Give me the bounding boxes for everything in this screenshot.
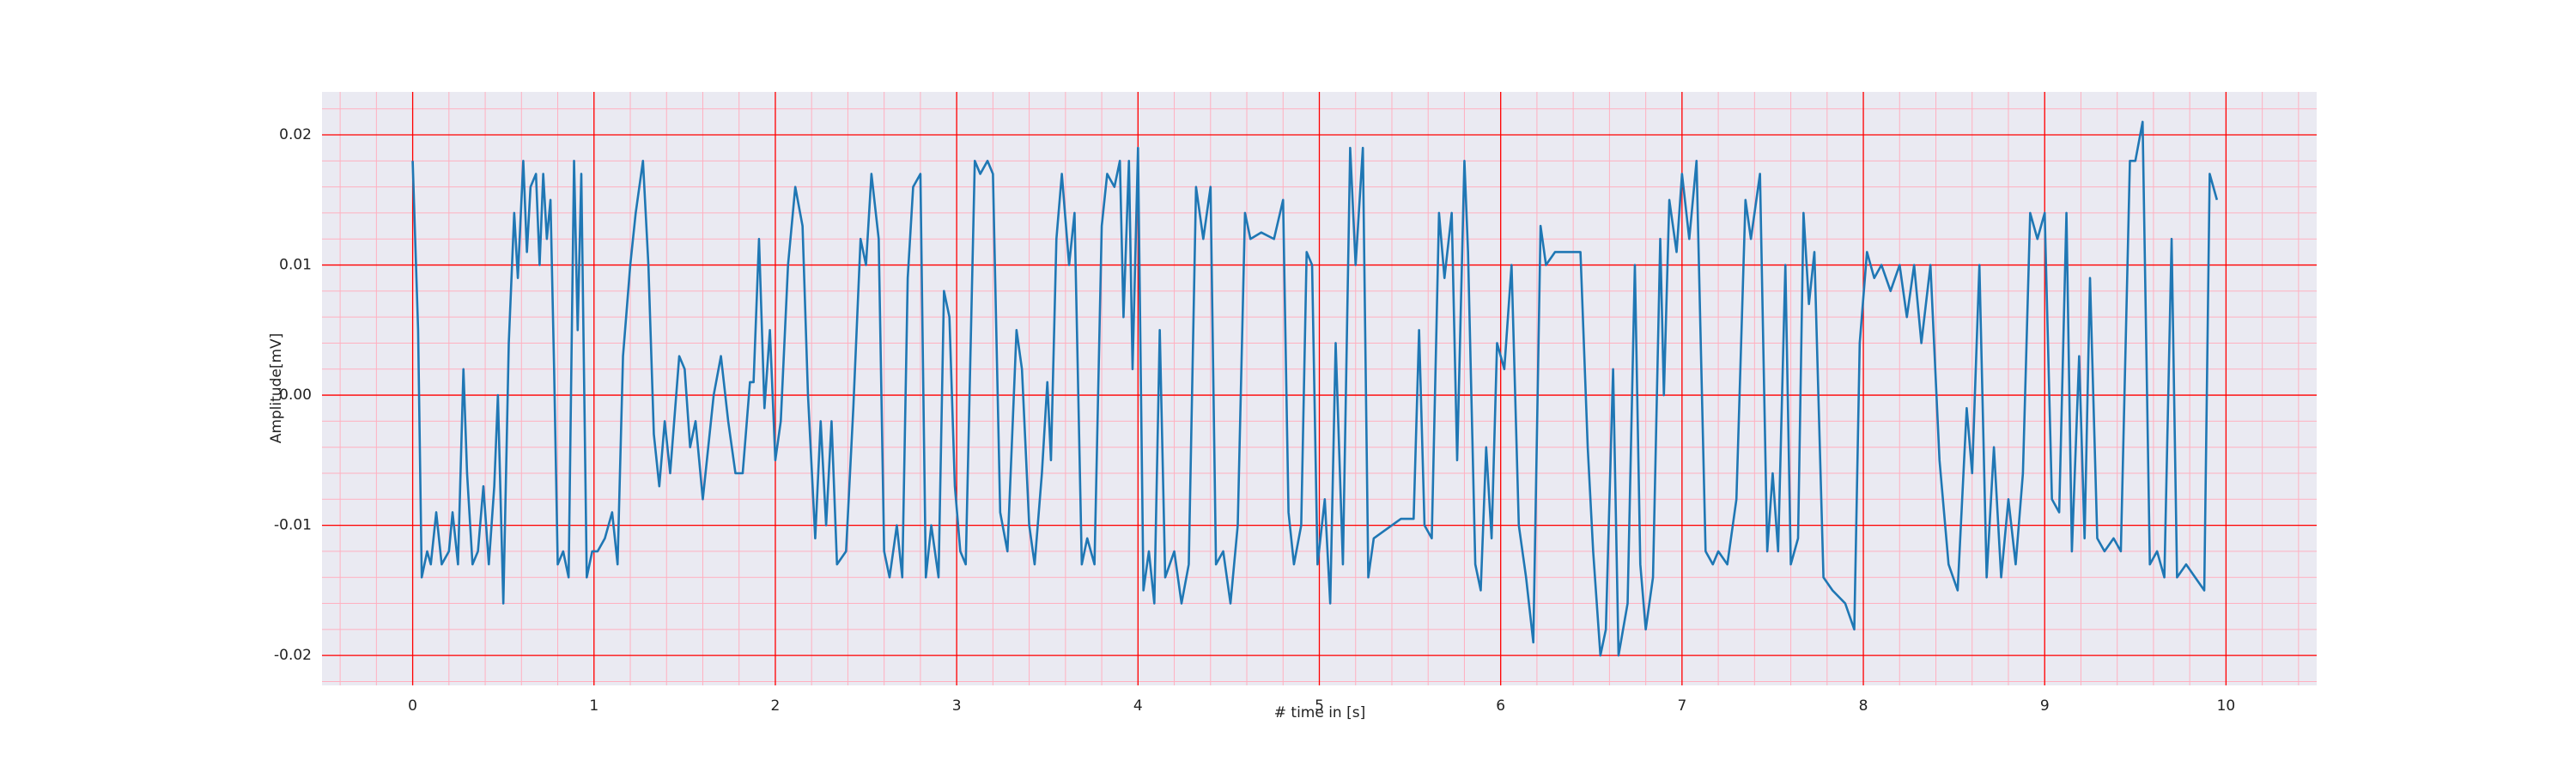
marks — [411, 120, 2219, 657]
y-tick-label: 0.01 — [279, 257, 312, 274]
y-tick-label: -0.02 — [274, 647, 312, 664]
x-tick-label: 5 — [1315, 697, 1324, 715]
x-axis-label: # time in [s] — [1274, 704, 1365, 721]
x-tick-label: 10 — [2217, 697, 2236, 715]
y-tick-label: -0.01 — [274, 517, 312, 534]
x-tick-label: 8 — [1859, 697, 1868, 715]
x-tick-label: 6 — [1496, 697, 1505, 715]
labels: 0 1 2 3 4 5 6 7 8 9 10 -0.02 -0.01 0.00 0.01 0.02 — [274, 126, 2235, 715]
x-tick-label: 7 — [1677, 697, 1686, 715]
y-tick-label: 0.00 — [279, 386, 312, 404]
grid — [322, 92, 2317, 685]
y-axis-label: Amplitude[mV] — [268, 333, 285, 444]
x-tick-label: 0 — [408, 697, 417, 715]
x-tick-label: 3 — [952, 697, 962, 715]
x-tick-label: 1 — [589, 697, 598, 715]
x-tick-label: 9 — [2040, 697, 2050, 715]
x-tick-label: 2 — [771, 697, 781, 715]
x-tick-label: 4 — [1133, 697, 1143, 715]
line-series — [411, 120, 2219, 657]
y-tick-label: 0.02 — [279, 126, 312, 143]
